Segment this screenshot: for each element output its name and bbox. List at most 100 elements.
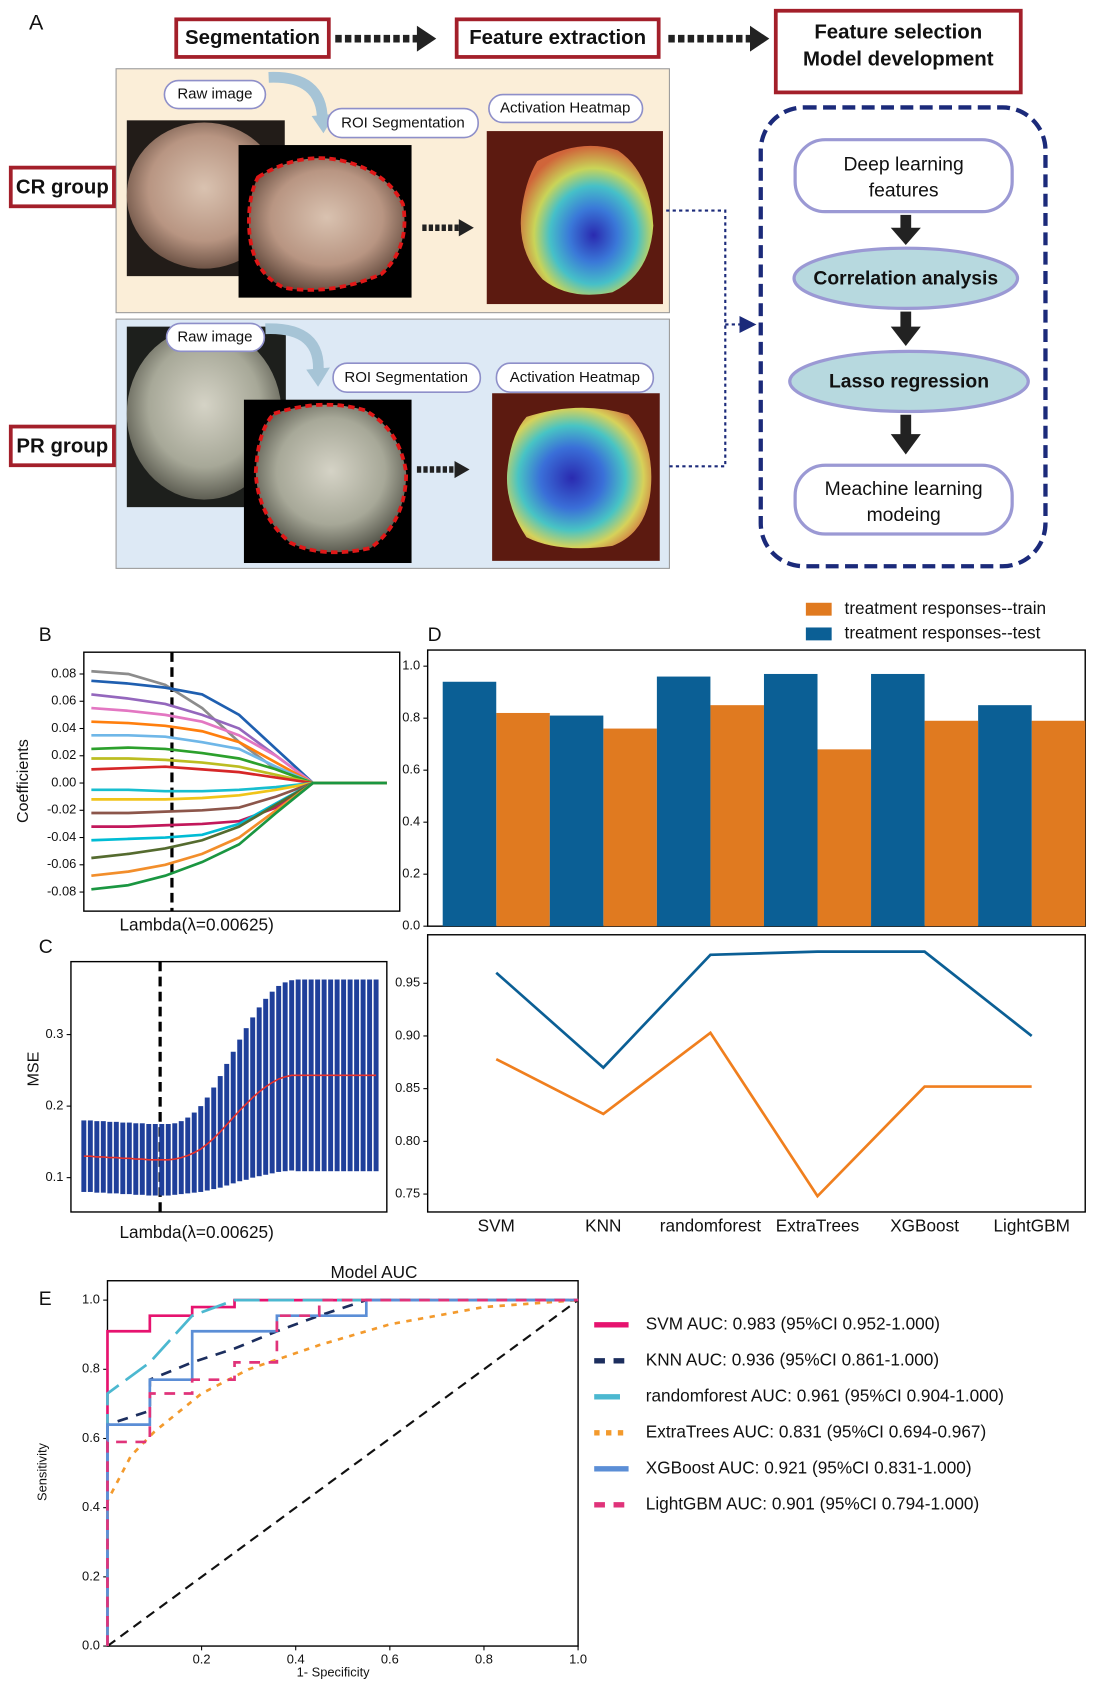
legend-label: ExtraTrees AUC: 0.831 (95%CI 0.694-0.967… [646,1421,986,1441]
series-line [91,722,386,783]
y-tick-label: -0.08 [47,883,76,898]
legend-swatch [806,603,832,616]
y-tick-label: 0.00 [51,774,76,789]
flow-label: Deep learning [843,154,963,176]
figure: A Segmentation Feature extraction Featur… [0,0,1096,1703]
y-tick-label: 0.06 [51,693,76,708]
heatmap [507,408,651,548]
y-tick-label: 0.0 [402,918,420,933]
bar [978,705,1032,926]
series-line [91,758,386,783]
y-tick-label: 0.80 [395,1133,420,1148]
legend-label: XGBoost AUC: 0.921 (95%CI 0.831-1.000) [646,1457,972,1477]
y-tick-label: 0.90 [395,1027,420,1042]
bar [603,729,657,927]
heatmap [521,146,654,295]
plot-frame [107,1281,578,1646]
group-label: PR group [16,435,108,457]
y-tick-label: 0.95 [395,975,420,990]
y-tick-label: -0.06 [47,856,76,871]
x-tick-label: LightGBM [993,1216,1069,1236]
y-tick-label: 0.08 [51,665,76,680]
step-label: Feature extraction [469,27,646,49]
y-axis-label: MSE [25,1051,43,1086]
x-tick-label: XGBoost [890,1216,959,1236]
bar [871,674,925,926]
step-label: Segmentation [185,27,320,49]
flow-label: Meachine learning [825,478,983,500]
flow-label: features [869,179,939,201]
x-tick-label: 0.8 [475,1651,493,1666]
y-tick-label: 0.04 [51,720,76,735]
y-tick-label: 0.6 [82,1430,100,1445]
series-line [496,1033,1031,1196]
y-tick-label: 0.8 [402,710,420,725]
panel-label: C [39,936,53,958]
x-tick-label: KNN [585,1216,621,1236]
y-tick-label: 0.8 [82,1361,100,1376]
connector [666,211,725,467]
bar [1032,721,1086,926]
y-tick-label: 0.4 [402,814,420,829]
arrow-head [891,228,921,245]
y-tick-label: 0.2 [402,866,420,881]
x-tick-label: ExtraTrees [776,1216,859,1236]
pill-label: Raw image [177,86,252,103]
series-line [91,767,386,783]
y-tick-label: 0.1 [46,1169,64,1184]
bar [764,674,818,926]
flow-label: modeing [867,504,941,526]
y-tick-label: 1.0 [82,1292,100,1307]
legend-label: treatment responses--test [845,622,1041,642]
y-tick-label: 0.4 [82,1499,100,1514]
x-tick-label: 1.0 [569,1651,587,1666]
legend-label: treatment responses--train [845,598,1047,618]
y-tick-label: 0.2 [46,1098,64,1113]
pill-label: ROI Segmentation [344,369,468,386]
step-label: Feature selection [814,22,982,44]
bar [925,721,979,926]
bar [818,749,872,926]
flow-label: Correlation analysis [813,267,998,289]
panel-label: E [39,1288,52,1310]
bar [657,677,711,927]
series-line [91,748,386,783]
y-tick-label: 0.3 [46,1026,64,1041]
arrow [900,312,911,329]
pill-label: Raw image [177,328,252,345]
group-label: CR group [16,176,109,198]
panel-label: D [428,624,442,646]
series-line [496,952,1031,1068]
arrow-head [750,26,769,52]
x-axis-label: Lambda(λ=0.00625) [119,1222,273,1242]
y-tick-label: 0.75 [395,1185,420,1200]
x-axis-label: Lambda(λ=0.00625) [119,915,273,935]
x-tick-label: 0.4 [287,1651,305,1666]
x-axis-label: 1- Specificity [297,1664,371,1679]
series-line [91,783,386,813]
y-tick-label: -0.02 [47,802,76,817]
bar [550,716,604,927]
arrow-head [891,434,921,454]
x-tick-label: 0.2 [193,1651,211,1666]
legend-label: randomforest AUC: 0.961 (95%CI 0.904-1.0… [646,1385,1004,1405]
page: A Segmentation Feature extraction Featur… [0,0,1096,1703]
y-axis-label: Sensitivity [34,1442,49,1501]
step-label: Model development [803,49,994,71]
panel-label: A [29,10,44,34]
bar [710,705,764,926]
y-tick-label: 0.0 [82,1637,100,1652]
chance-line [107,1300,578,1646]
arrow [900,415,911,436]
bar [443,682,497,926]
y-tick-label: 1.0 [402,658,420,673]
arrow [900,215,911,230]
chart-title: Model AUC [330,1262,417,1282]
roi [256,405,406,553]
arrow-head [417,26,436,52]
y-tick-label: 0.85 [395,1080,420,1095]
y-axis-label: Coefficients [14,739,32,823]
roi [249,158,405,290]
x-tick-label: 0.6 [381,1651,399,1666]
y-tick-label: 0.6 [402,762,420,777]
